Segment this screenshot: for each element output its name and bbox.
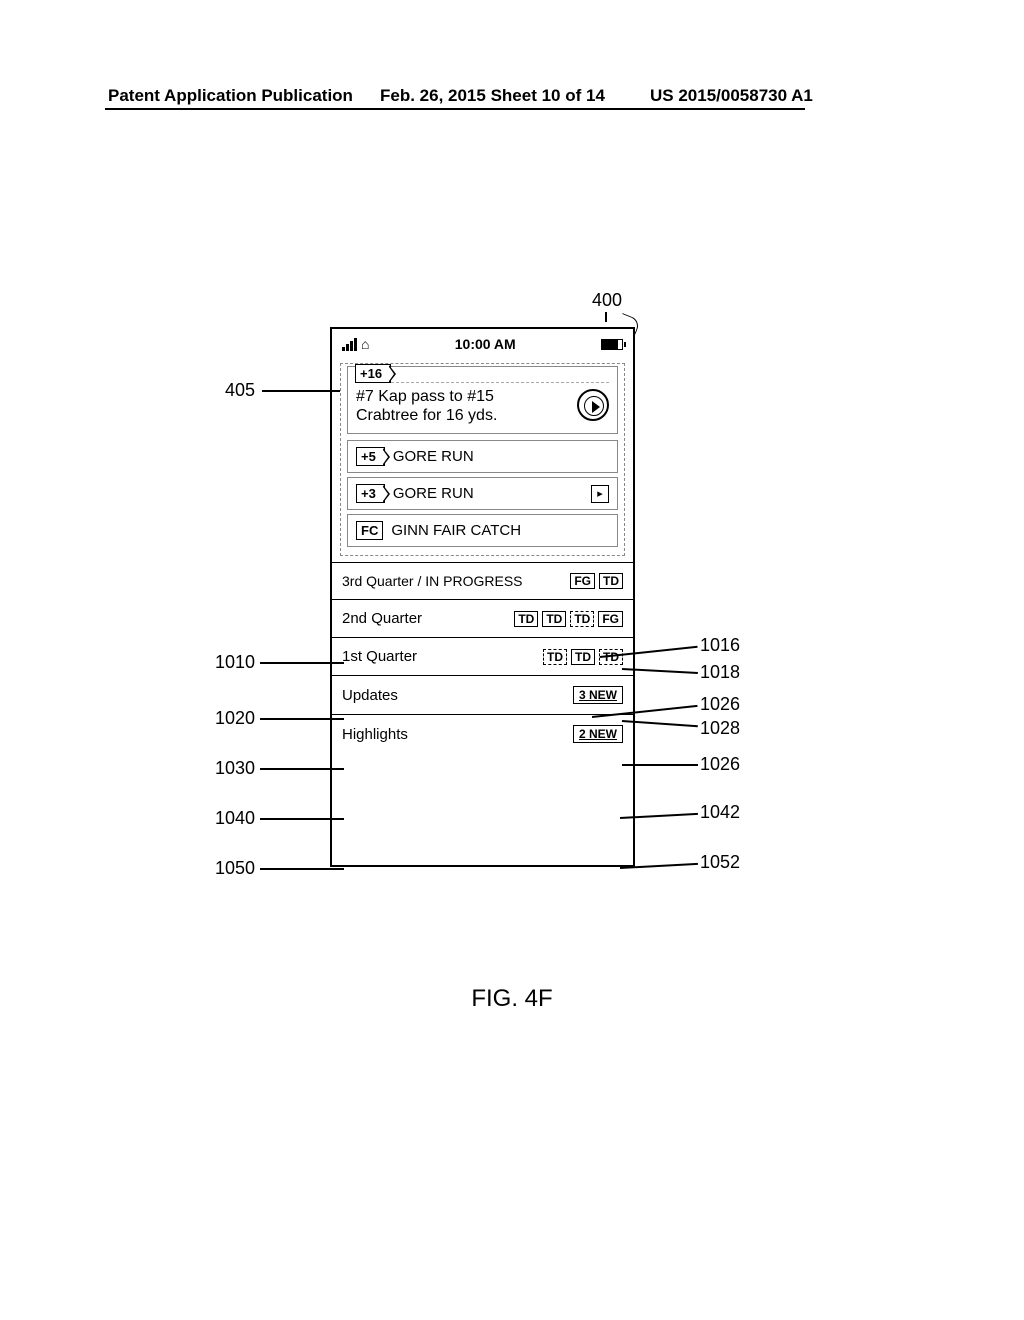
phone-frame: ⌂ 10:00 AM +16 #7 Kap pass to #15 Crabtr… [330,327,635,867]
updates-row[interactable]: Updates 3 NEW [332,675,633,714]
callout-400: 400 [592,290,622,311]
callout-1010-line [260,662,344,664]
play-row-2[interactable]: +3 GORE RUN ▸ [347,477,618,510]
callout-400-stem [605,312,607,322]
expanded-play[interactable]: +16 #7 Kap pass to #15 Crabtree for 16 y… [347,366,618,434]
quarter-1-row[interactable]: 1st Quarter TD TD TD [332,637,633,675]
yards-badge-expanded: +16 [355,364,391,383]
score-badges-q3: FG TD [570,573,623,589]
wifi-icon: ⌂ [361,336,369,352]
callout-1050-line [260,868,344,870]
callout-1020-line [260,718,344,720]
expand-icon[interactable]: ▸ [591,485,609,503]
quarter-label: 3rd Quarter / IN PROGRESS [342,573,523,589]
callout-1052: 1052 [700,852,740,873]
expanded-play-text: #7 Kap pass to #15 Crabtree for 16 yds. [356,387,609,425]
badge-fg: FG [598,611,623,627]
quarter-3-row[interactable]: 3rd Quarter / IN PROGRESS FG TD [332,562,633,599]
badge-td-dashed: TD [543,649,567,665]
callout-1016: 1016 [700,635,740,656]
callout-1026b: 1026 [700,754,740,775]
callout-1030: 1030 [215,758,255,779]
callout-405: 405 [225,380,255,401]
play-text: GORE RUN [393,448,474,465]
battery-icon [601,339,623,350]
callout-1026b-line [622,764,698,766]
badge-td: TD [571,649,595,665]
quarter-2-row[interactable]: 2nd Quarter TD TD TD FG [332,599,633,637]
badge-td: TD [599,573,623,589]
figure-label: FIG. 4F [471,985,552,1013]
play-row-1[interactable]: +5 GORE RUN [347,440,618,473]
play-text: GORE RUN [393,485,474,502]
badge-td-dashed: TD [570,611,594,627]
score-badges-q1: TD TD TD [543,649,623,665]
callout-1020: 1020 [215,708,255,729]
status-bar: ⌂ 10:00 AM [332,329,633,359]
highlights-row[interactable]: Highlights 2 NEW [332,714,633,753]
header-left: Patent Application Publication [108,86,353,106]
play-row-3[interactable]: FC GINN FAIR CATCH [347,514,618,547]
updates-new-badge: 3 NEW [573,686,623,704]
score-badges-q2: TD TD TD FG [514,611,623,627]
callout-1028: 1028 [700,718,740,739]
play-text: GINN FAIR CATCH [391,522,521,539]
header-right: US 2015/0058730 A1 [650,86,813,106]
callout-1018: 1018 [700,662,740,683]
play-video-icon[interactable] [577,389,609,421]
quarter-label: 1st Quarter [342,648,417,665]
drive-section: +16 #7 Kap pass to #15 Crabtree for 16 y… [340,363,625,556]
callout-1010: 1010 [215,652,255,673]
highlights-label: Highlights [342,726,408,743]
yards-badge: +5 [356,447,385,466]
callout-1026a: 1026 [700,694,740,715]
badge-td: TD [514,611,538,627]
badge-td: TD [542,611,566,627]
callout-405-line [262,390,340,392]
updates-label: Updates [342,687,398,704]
highlights-new-badge: 2 NEW [573,725,623,743]
callout-1040: 1040 [215,808,255,829]
quarter-label: 2nd Quarter [342,610,422,627]
status-left: ⌂ [342,336,369,352]
callout-1042: 1042 [700,802,740,823]
signal-icon [342,338,357,351]
badge-fg: FG [570,573,595,589]
yards-badge: FC [356,521,383,540]
status-time: 10:00 AM [455,336,516,352]
header-rule [105,108,805,110]
callout-1050: 1050 [215,858,255,879]
yards-badge: +3 [356,484,385,503]
callout-1040-line [260,818,344,820]
callout-1030-line [260,768,344,770]
header-center: Feb. 26, 2015 Sheet 10 of 14 [380,86,605,106]
